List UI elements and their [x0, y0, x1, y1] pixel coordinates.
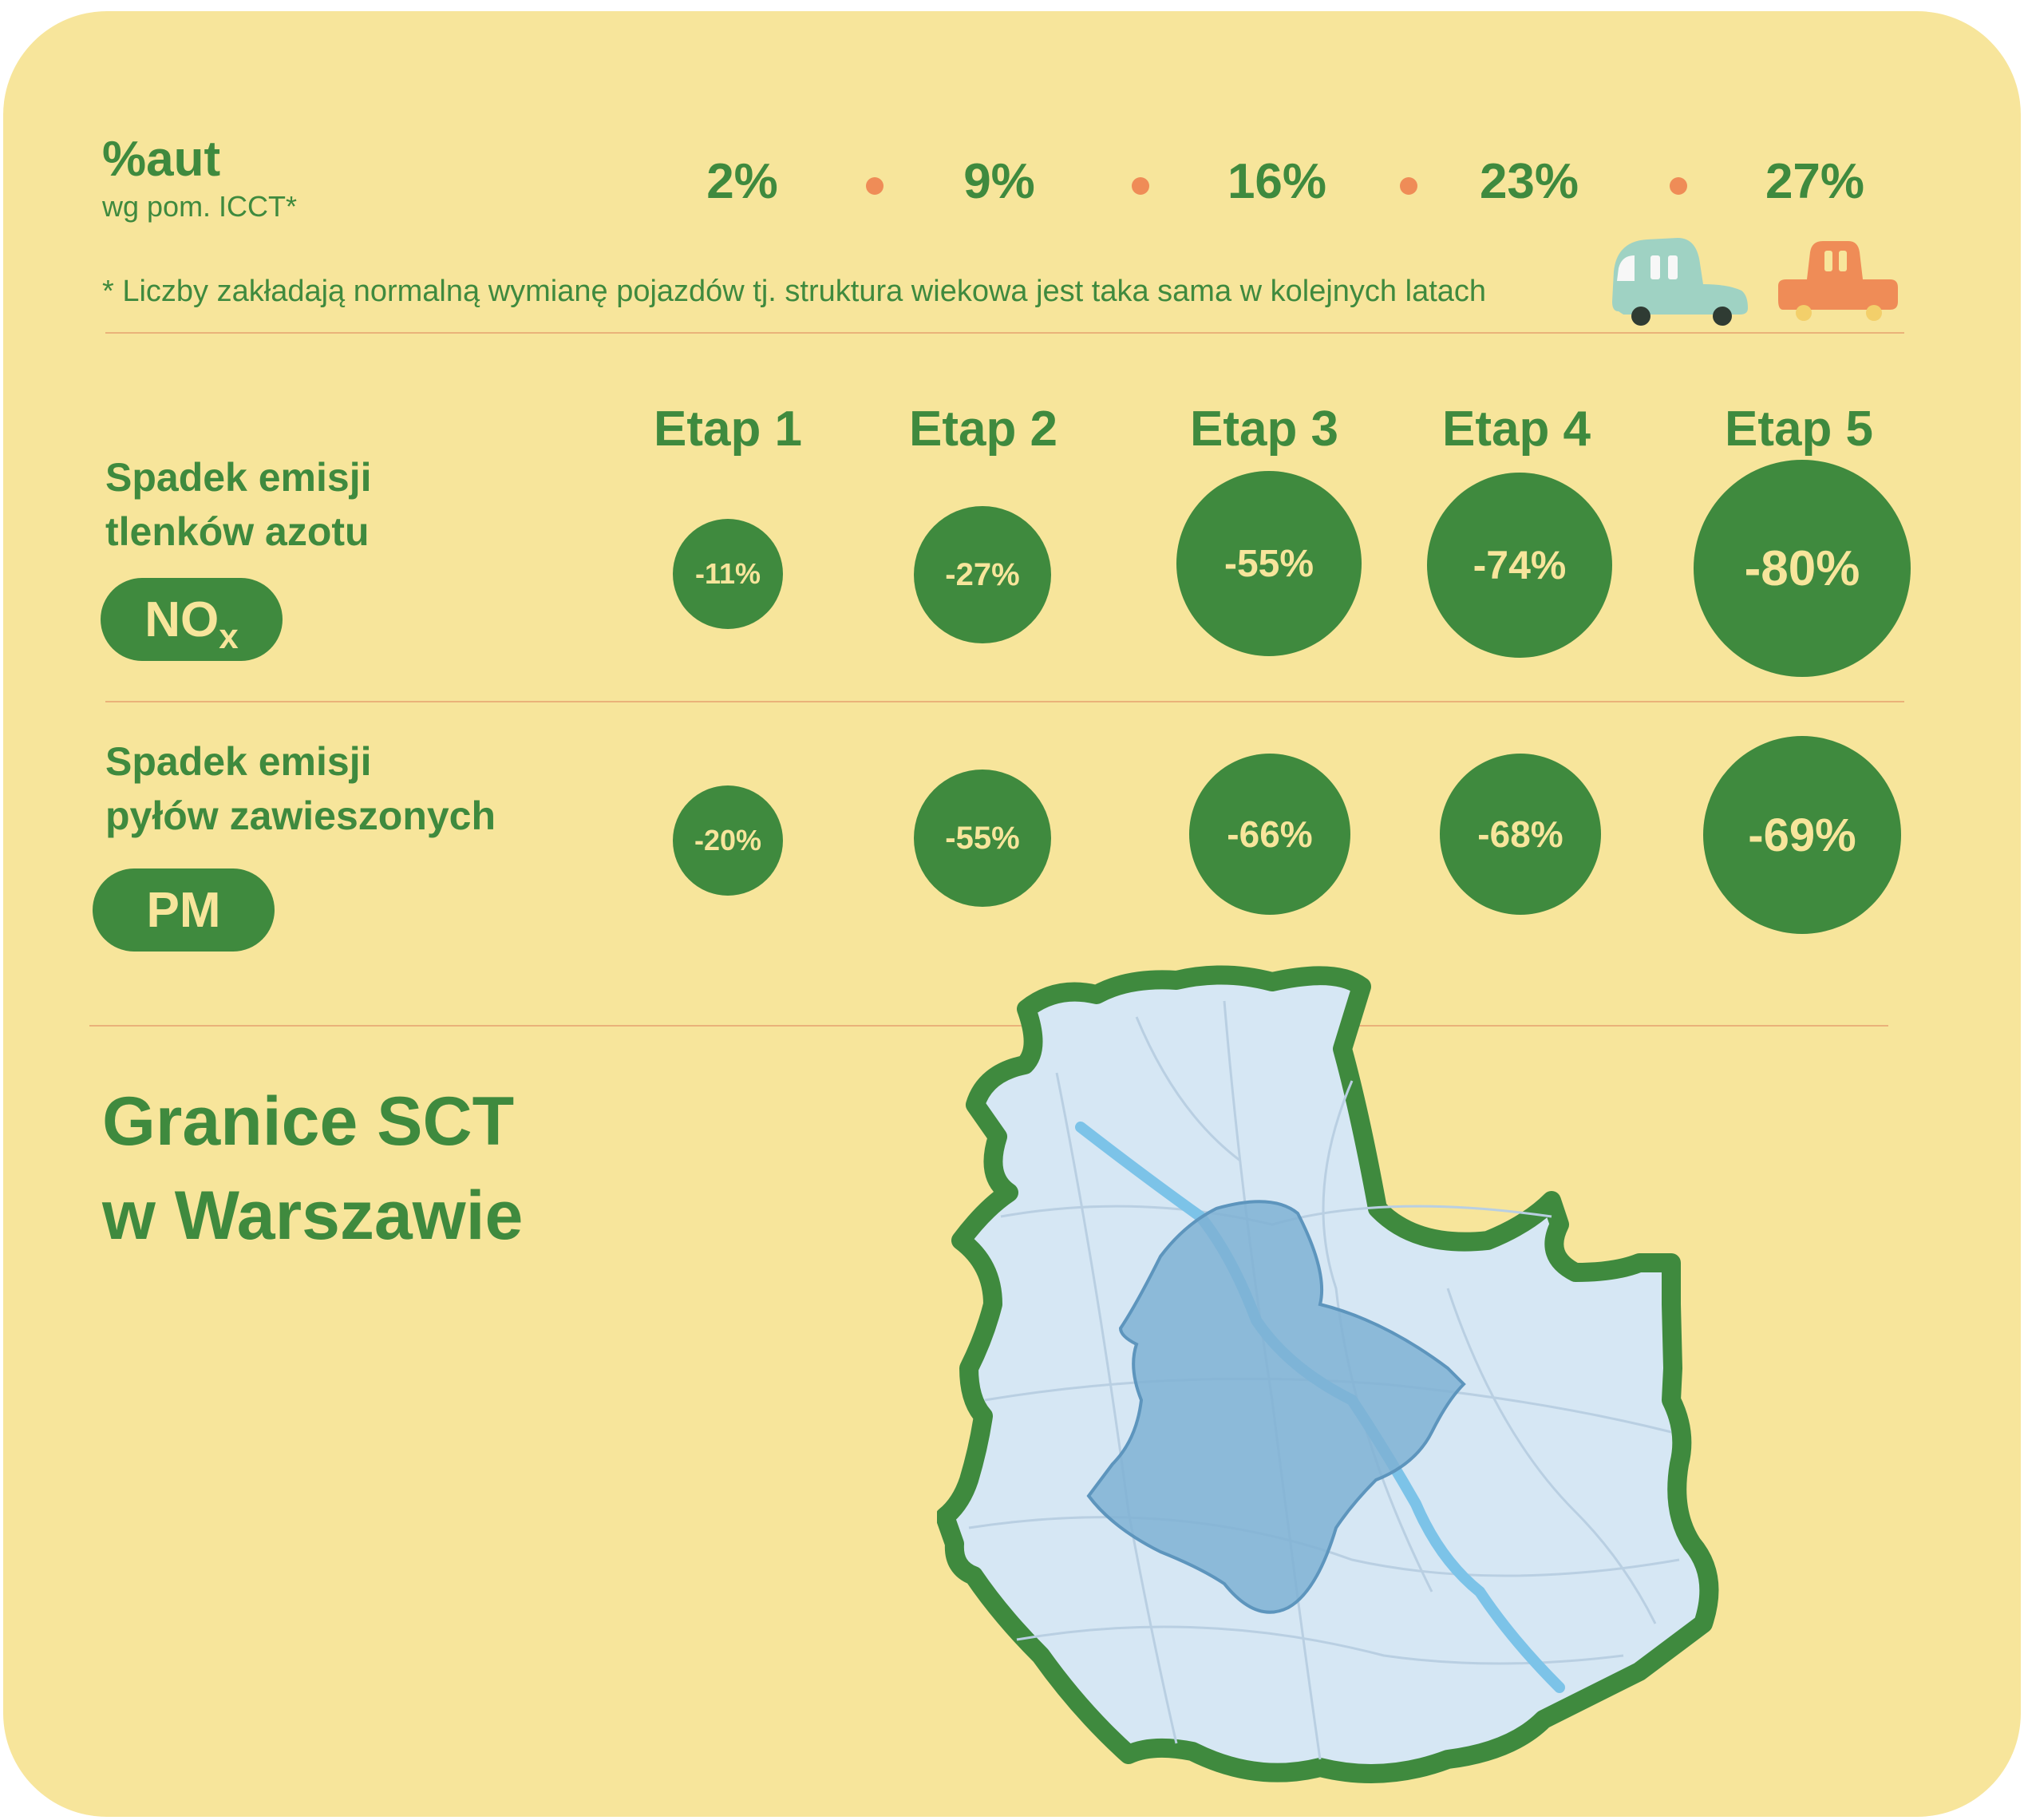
- footnote: * Liczby zakładają normalną wymianę poja…: [102, 275, 1487, 308]
- pm-badge: PM: [93, 868, 275, 952]
- orange-car-icon: [1778, 241, 1898, 321]
- pm-stage-2-value: -55%: [914, 770, 1051, 907]
- map-section-title: Granice SCT w Warszawie: [102, 1074, 523, 1263]
- separator-dot: [1132, 177, 1149, 195]
- nox-label-line1: Spadek emisji: [105, 455, 372, 500]
- separator-dot: [1400, 177, 1417, 195]
- percentage-stage-1: 2%: [706, 154, 778, 209]
- nox-stage-4-value: -74%: [1427, 473, 1612, 658]
- divider: [89, 1025, 1888, 1027]
- percentage-stage-3: 16%: [1227, 154, 1327, 209]
- stage-1-header: Etap 1: [653, 402, 803, 457]
- nox-badge: NO x: [101, 578, 283, 661]
- nox-label: Spadek emisji tlenków azotu: [105, 450, 372, 559]
- percent-cars-label: %aut: [102, 132, 221, 187]
- nox-badge-subscript: x: [219, 617, 239, 656]
- percent-cars-sublabel: wg pom. ICCT*: [102, 190, 298, 223]
- nox-badge-text: NO: [144, 592, 219, 647]
- pm-stage-1-value: -20%: [673, 785, 783, 896]
- stage-3-header: Etap 3: [1189, 402, 1339, 457]
- stage-4-header: Etap 4: [1441, 402, 1591, 457]
- nox-stage-3-value: -55%: [1176, 471, 1362, 656]
- divider: [105, 332, 1904, 334]
- teal-car-icon: [1612, 238, 1748, 326]
- nox-stage-5-value: -80%: [1694, 460, 1911, 677]
- map-title-line2: w Warszawie: [102, 1177, 524, 1254]
- percentage-stage-5: 27%: [1765, 154, 1865, 209]
- pm-label: Spadek emisji pyłów zawieszonych: [105, 734, 496, 843]
- infographic-card: %aut wg pom. ICCT* 2% 9% 16% 23% 27% * L…: [3, 11, 2021, 1817]
- warsaw-map: [937, 965, 1719, 1783]
- pm-stage-4-value: -68%: [1440, 754, 1601, 915]
- pm-stage-5-value: -69%: [1703, 736, 1901, 934]
- pm-stage-3-value: -66%: [1189, 754, 1350, 915]
- sct-zone: [1086, 1200, 1466, 1614]
- pm-label-line2: pyłów zawieszonych: [105, 793, 496, 838]
- stage-2-header: Etap 2: [908, 402, 1058, 457]
- separator-dot: [866, 177, 884, 195]
- map-title-line1: Granice SCT: [102, 1083, 515, 1160]
- stage-5-header: Etap 5: [1724, 402, 1874, 457]
- percentage-stage-4: 23%: [1479, 154, 1579, 209]
- nox-stage-1-value: -11%: [673, 519, 783, 629]
- divider: [105, 701, 1904, 702]
- separator-dot: [1670, 177, 1687, 195]
- nox-label-line2: tlenków azotu: [105, 509, 370, 554]
- pm-label-line1: Spadek emisji: [105, 739, 372, 784]
- nox-stage-2-value: -27%: [914, 506, 1051, 643]
- percentage-stage-2: 9%: [963, 154, 1035, 209]
